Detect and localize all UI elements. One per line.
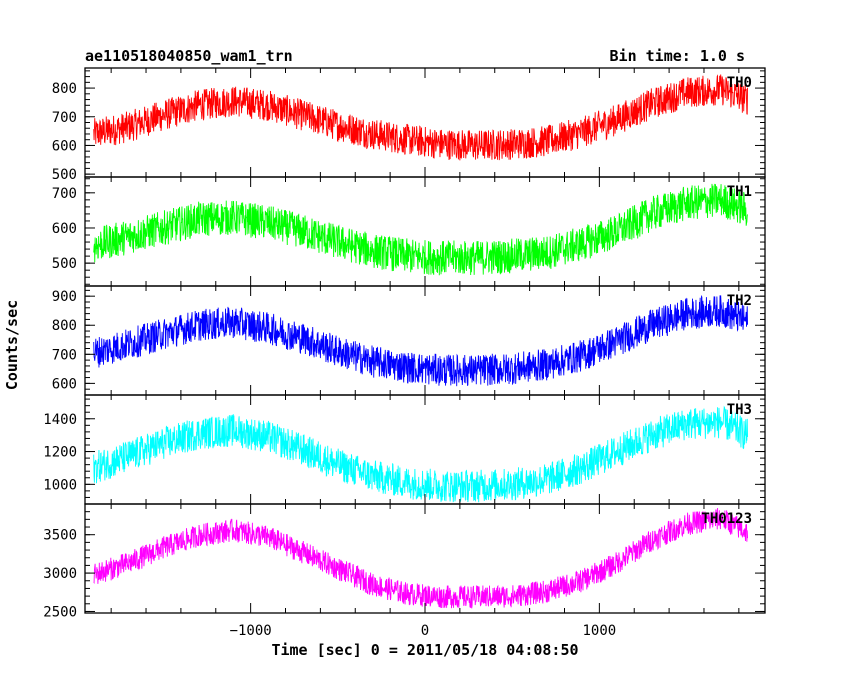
- y-axis-title: Counts/sec: [3, 300, 21, 390]
- y-tick-label: 800: [52, 81, 77, 97]
- y-tick-label: 600: [52, 376, 77, 392]
- y-tick-label: 900: [52, 289, 77, 305]
- panel-th0: 500 600 700 800 TH0: [52, 67, 766, 183]
- chart-title: ae110518040850_wam1_trn: [85, 47, 293, 65]
- y-tick-label: 3500: [43, 528, 77, 544]
- series-th3: [93, 405, 749, 503]
- panel-frame: [84, 67, 766, 178]
- y-tick-label: 600: [52, 221, 77, 237]
- y-tick-label: 2500: [43, 604, 77, 620]
- x-tick-label: −1000: [230, 623, 272, 639]
- panel-label-th0123: TH0123: [701, 511, 752, 527]
- panel-th3: 1000 1200 1400 TH3: [43, 394, 766, 505]
- y-tick-label: 500: [52, 256, 77, 272]
- x-tick-label: 1000: [582, 623, 616, 639]
- panel-label-th0: TH0: [727, 75, 752, 91]
- panel-label-th3: TH3: [727, 402, 752, 418]
- y-tick-label: 600: [52, 138, 77, 154]
- series-th2: [93, 294, 749, 387]
- y-tick-label: 3000: [43, 566, 77, 582]
- y-tick-label: 500: [52, 167, 77, 183]
- y-tick-label: 700: [52, 186, 77, 202]
- y-tick-label: 1000: [43, 477, 77, 493]
- series-th1: [93, 183, 748, 276]
- y-tick-label: 1200: [43, 445, 77, 461]
- x-axis: −1000 0 1000: [230, 623, 617, 639]
- panel-frame: [84, 285, 766, 396]
- y-tick-label: 1400: [43, 412, 77, 428]
- y-tick-label: 800: [52, 318, 77, 334]
- x-tick-label: 0: [421, 623, 429, 639]
- panels-group: 500 600 700 800 TH0 500 600 700 TH1 600 700 800 900 T…: [43, 67, 766, 620]
- panel-th1: 500 600 700 TH1: [52, 176, 766, 287]
- x-axis-title: Time [sec] 0 = 2011/05/18 04:08:50: [271, 641, 578, 659]
- series-th0: [93, 74, 749, 161]
- panel-label-th1: TH1: [727, 184, 752, 200]
- bin-time-label: Bin time: 1.0 s: [610, 47, 745, 65]
- y-tick-label: 700: [52, 347, 77, 363]
- panel-th2: 600 700 800 900 TH2: [52, 285, 766, 396]
- panel-th0123: 2500 3000 3500 TH0123: [43, 503, 766, 620]
- y-tick-label: 700: [52, 110, 77, 126]
- series-th0123: [93, 507, 749, 609]
- panel-label-th2: TH2: [727, 293, 752, 309]
